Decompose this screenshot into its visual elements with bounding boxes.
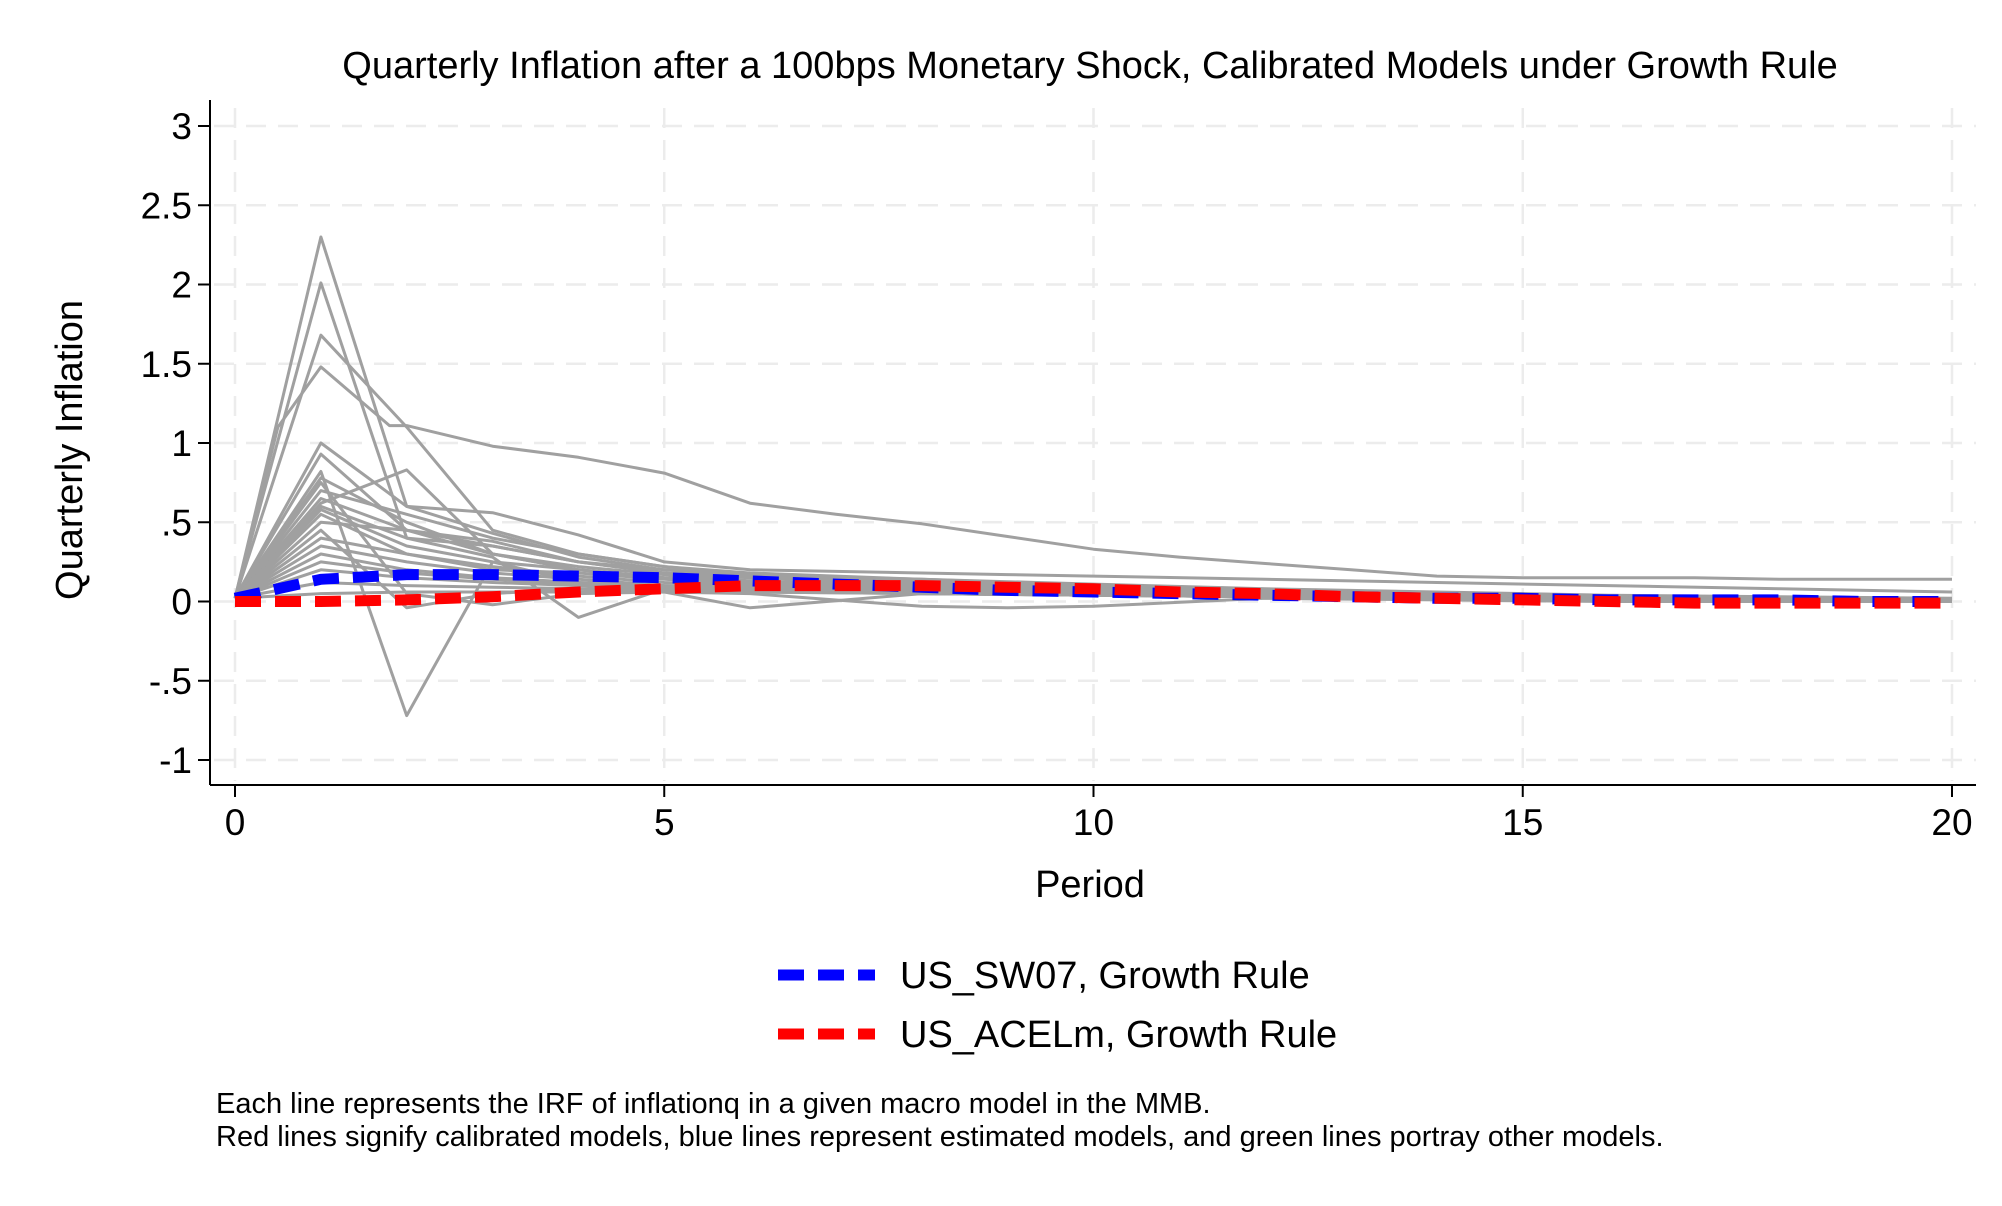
y-tick-label: 2.5 [141, 185, 192, 226]
background-series-line [233, 365, 1952, 599]
x-tick-label: 20 [1931, 802, 1972, 843]
y-tick-label: -.5 [149, 661, 192, 702]
y-tick-label: .5 [161, 502, 192, 543]
highlighted-series-group [233, 569, 1952, 609]
y-tick-label: 3 [171, 106, 192, 147]
legend: US_SW07, Growth Rule US_ACELm, Growth Rul… [778, 955, 1337, 1056]
y-tick-label: -1 [159, 740, 192, 781]
chart-note-2: Red lines signify calibrated models, blu… [216, 1121, 1664, 1153]
y-tick-label: 1.5 [141, 344, 192, 385]
x-tick-label: 10 [1073, 802, 1114, 843]
background-series-line [233, 235, 1953, 599]
y-tick-label: 2 [171, 265, 192, 306]
grid-lines [214, 108, 1976, 781]
y-tick-label: 1 [171, 423, 192, 464]
y-axis-label: Quarterly Inflation [49, 300, 91, 600]
axes: -1 -.5 0 .5 1 1.5 2 2.5 3 0 5 10 15 20 [141, 100, 1976, 843]
x-axis-label: Period [1035, 864, 1145, 906]
x-tick-label: 0 [225, 802, 246, 843]
series-line-2 [235, 580, 1952, 609]
y-tick-label: 0 [171, 582, 192, 623]
legend-label-2: US_ACELm, Growth Rule [900, 1014, 1337, 1056]
legend-label-1: US_SW07, Growth Rule [900, 955, 1310, 997]
x-tick-label: 5 [654, 802, 675, 843]
x-tick-label: 15 [1502, 802, 1543, 843]
chart-title: Quarterly Inflation after a 100bps Monet… [342, 45, 1837, 87]
chart-note-1: Each line represents the IRF of inflatio… [216, 1088, 1211, 1120]
